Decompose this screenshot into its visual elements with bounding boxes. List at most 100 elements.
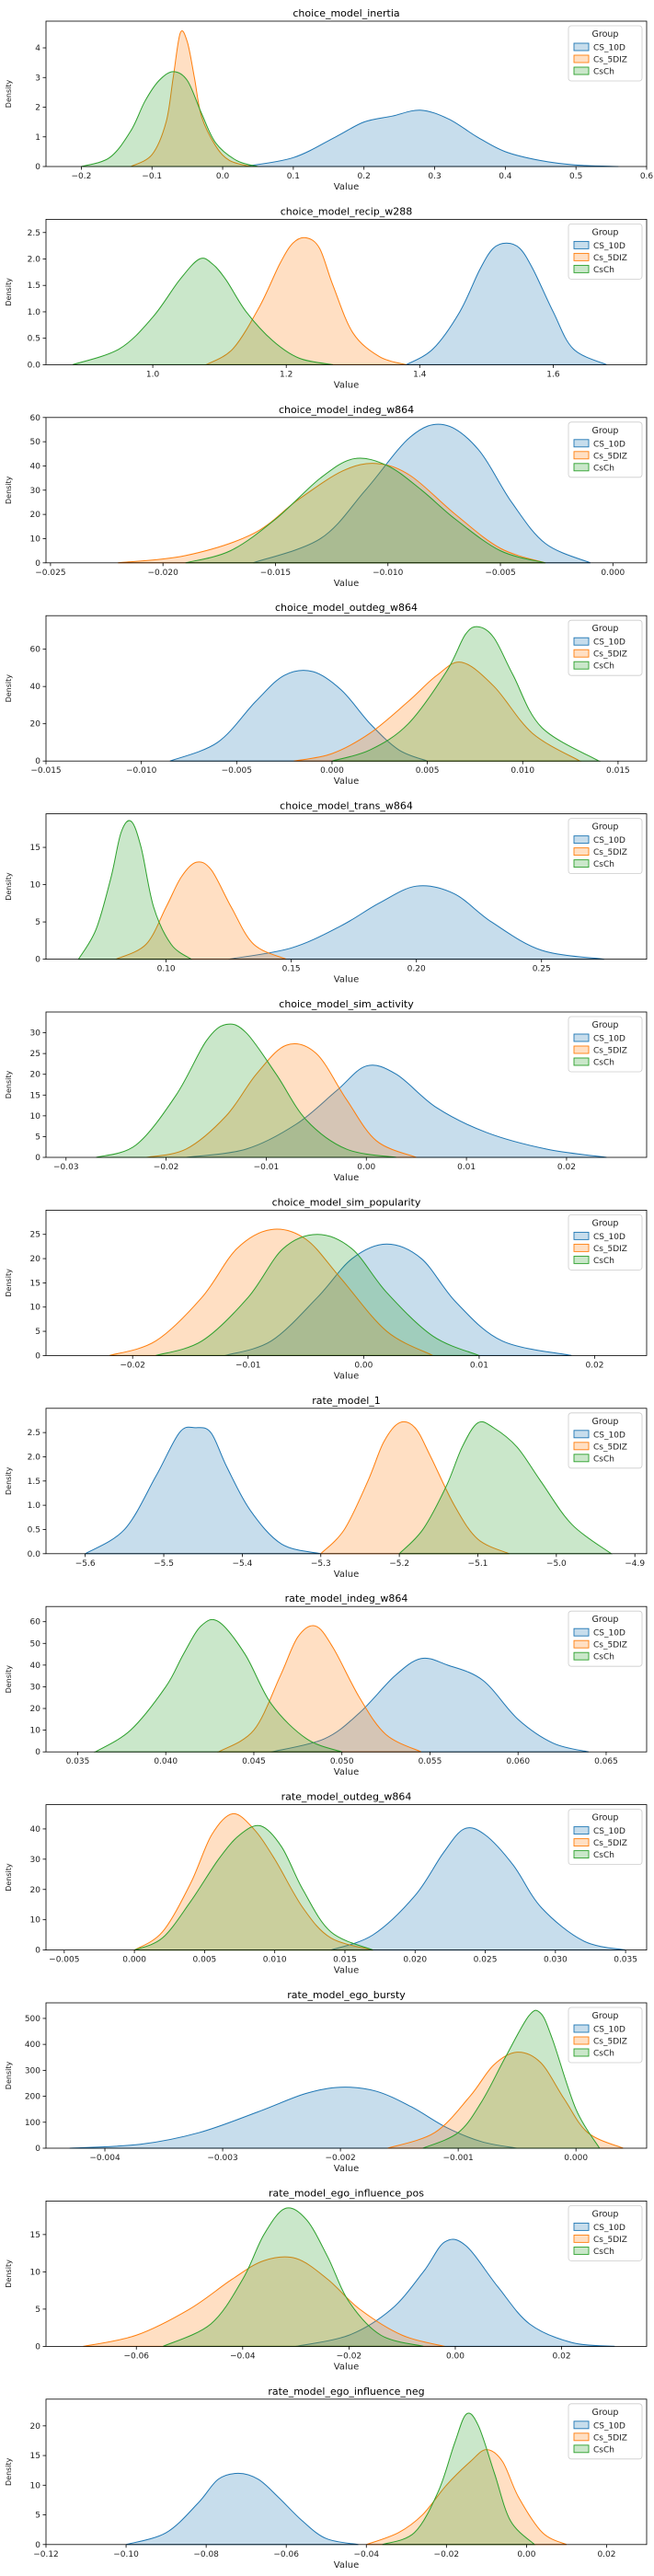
y-tick-label: 3 xyxy=(35,74,40,83)
density-area-cs-5diz xyxy=(216,1625,422,1753)
legend: Group CS_10D Cs_5DIZ CsCh xyxy=(568,1610,643,1667)
density-area-cs-10d xyxy=(244,109,619,167)
x-tick-label: 0.045 xyxy=(242,1757,266,1766)
x-tick-label: −0.01 xyxy=(235,1361,261,1370)
x-tick-label: −0.020 xyxy=(148,569,179,578)
density-area-cs-5diz xyxy=(145,1043,417,1158)
legend-label: Cs_5DIZ xyxy=(593,1245,627,1254)
legend-title: Group xyxy=(592,1813,619,1823)
density-area-csch xyxy=(185,457,546,564)
density-area-cs-5diz xyxy=(132,1812,373,1951)
legend-swatch xyxy=(573,2246,590,2255)
y-tick-label: 10 xyxy=(30,1727,41,1736)
legend-label: Cs_5DIZ xyxy=(593,2433,627,2443)
x-tick-label: −0.06 xyxy=(123,2352,149,2361)
legend-label: CS_10D xyxy=(593,44,625,53)
legend-title: Group xyxy=(592,1615,619,1625)
density-area-csch xyxy=(155,1234,480,1356)
y-tick-label: 10 xyxy=(30,535,41,544)
plot-frame xyxy=(45,2200,648,2347)
plot-frame xyxy=(45,813,648,960)
x-tick-label: −0.03 xyxy=(53,1163,79,1172)
x-tick-label: −0.025 xyxy=(35,569,65,578)
legend-label: Cs_5DIZ xyxy=(593,2038,627,2047)
y-tick-label: 2.0 xyxy=(28,1453,41,1462)
x-axis-label: Value xyxy=(334,182,359,192)
x-tick-label: 0.035 xyxy=(614,1956,637,1965)
plot-frame xyxy=(45,218,648,365)
y-tick-label: 40 xyxy=(30,683,41,692)
y-tick-label: 5 xyxy=(35,2512,40,2521)
legend-swatch xyxy=(573,1454,590,1463)
chart-title: rate_model_ego_bursty xyxy=(287,1989,406,2001)
legend-label: Cs_5DIZ xyxy=(593,650,627,660)
chart-panel: choice_model_recip_w288 1.0 1.2 1.4 1.6 0.0 0.… xyxy=(5,205,648,390)
legend-label: CsCh xyxy=(593,1851,614,1860)
x-tick-label: 0.010 xyxy=(511,766,534,776)
x-tick-label: −0.005 xyxy=(222,766,252,776)
legend-label: Cs_5DIZ xyxy=(593,254,627,263)
x-tick-label: 1.6 xyxy=(546,370,560,379)
chart-title: rate_model_1 xyxy=(312,1395,381,1407)
density-area-csch xyxy=(93,1618,342,1753)
x-tick-label: −0.10 xyxy=(113,2550,139,2559)
density-area-cs-5diz xyxy=(83,2256,445,2347)
x-tick-label: 0.000 xyxy=(601,569,625,578)
legend-swatch xyxy=(573,1627,590,1637)
legend-label: CS_10D xyxy=(593,2224,625,2233)
legend-swatch xyxy=(573,66,590,75)
y-tick-label: 10 xyxy=(30,1916,41,1926)
y-tick-label: 50 xyxy=(30,1639,41,1649)
y-tick-label: 1.0 xyxy=(28,1501,41,1511)
legend-label: Cs_5DIZ xyxy=(593,1047,627,1056)
legend-label: Cs_5DIZ xyxy=(593,1641,627,1650)
legend: Group CS_10D Cs_5DIZ CsCh xyxy=(568,1016,643,1073)
x-tick-label: −0.02 xyxy=(434,2550,460,2559)
legend-swatch xyxy=(573,1045,590,1054)
y-tick-label: 10 xyxy=(30,1112,41,1121)
y-axis-label: Density xyxy=(5,80,13,109)
x-tick-label: −0.004 xyxy=(89,2154,120,2163)
x-tick-label: −0.04 xyxy=(230,2352,256,2361)
legend: Group CS_10D Cs_5DIZ CsCh xyxy=(568,619,643,676)
x-axis-label: Value xyxy=(334,1767,359,1777)
legend-swatch xyxy=(573,1850,590,1859)
y-tick-label: 5 xyxy=(35,1328,40,1337)
legend-swatch xyxy=(573,859,590,868)
legend-label: Cs_5DIZ xyxy=(593,56,627,65)
density-area-cs-10d xyxy=(83,1426,321,1555)
legend-title: Group xyxy=(592,227,619,237)
legend-label: CS_10D xyxy=(593,1233,625,1242)
y-tick-label: 0 xyxy=(35,2541,40,2550)
x-tick-label: −5.4 xyxy=(232,1559,252,1569)
x-tick-label: −5.5 xyxy=(154,1559,174,1569)
density-area-cs-10d xyxy=(125,2472,359,2546)
density-area-csch xyxy=(331,626,602,762)
legend-swatch xyxy=(573,463,590,472)
y-axis-label: Density xyxy=(5,2457,13,2486)
y-tick-label: 20 xyxy=(30,2422,41,2432)
x-tick-label: 0.015 xyxy=(333,1956,357,1965)
y-tick-label: 30 xyxy=(30,1856,41,1865)
legend-label: CsCh xyxy=(593,266,614,275)
legend-title: Group xyxy=(592,2011,619,2021)
legend-swatch xyxy=(573,2421,590,2430)
plot-frame xyxy=(45,615,648,762)
density-area-csch xyxy=(133,1824,373,1951)
legend: Group CS_10D Cs_5DIZ CsCh xyxy=(568,2403,643,2460)
x-axis-label: Value xyxy=(334,1371,359,1381)
density-area-cs-10d xyxy=(186,1064,607,1158)
x-axis-label: Value xyxy=(334,579,359,589)
x-axis-label: Value xyxy=(334,1966,359,1976)
legend-swatch xyxy=(573,439,590,448)
y-tick-label: 5 xyxy=(35,1133,40,1142)
y-axis-label: Density xyxy=(5,1466,13,1495)
legend-swatch xyxy=(573,42,590,52)
legend-swatch xyxy=(573,637,590,646)
y-axis-label: Density xyxy=(5,1665,13,1694)
x-tick-label: 0.00 xyxy=(357,1163,375,1172)
legend-label: CS_10D xyxy=(593,638,625,648)
chart-panel: choice_model_trans_w864 0.10 0.15 0.20 0.25 0… xyxy=(5,800,648,985)
y-tick-label: 0 xyxy=(35,1748,40,1757)
y-tick-label: 60 xyxy=(30,646,41,655)
